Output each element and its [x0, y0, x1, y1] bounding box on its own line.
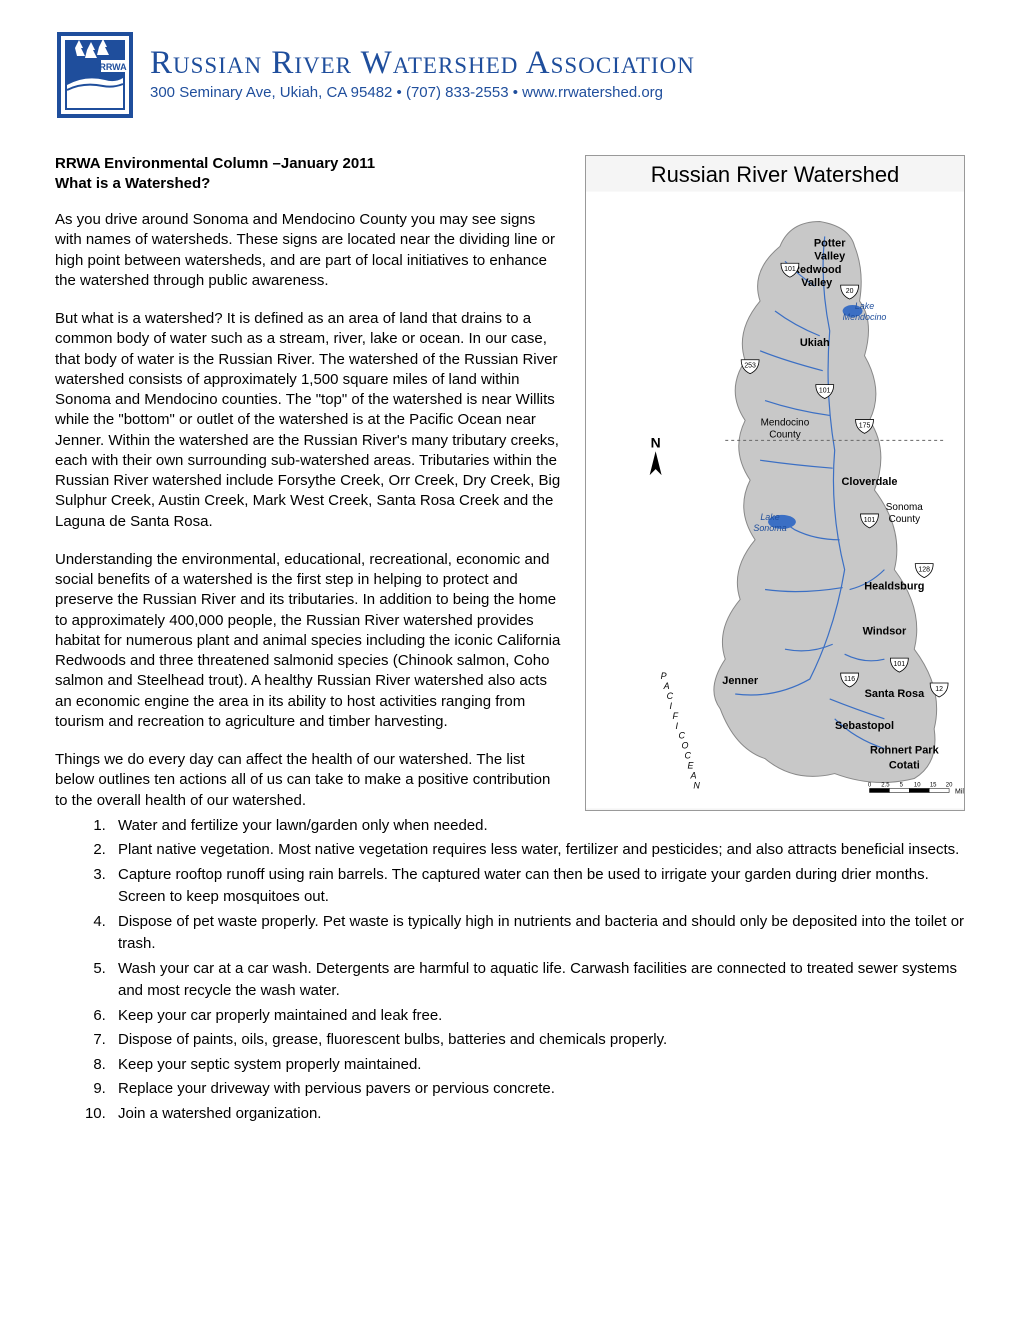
- svg-text:12: 12: [935, 686, 943, 693]
- svg-text:101: 101: [784, 266, 796, 273]
- map-label: Mendocino: [761, 417, 810, 428]
- svg-text:175: 175: [859, 422, 871, 429]
- map-label: Mendocino: [843, 312, 887, 322]
- map-label: Valley: [814, 250, 846, 262]
- map-label: Valley: [801, 277, 833, 289]
- svg-text:C: C: [679, 731, 687, 741]
- svg-text:I: I: [676, 721, 680, 731]
- svg-text:F: F: [673, 711, 680, 721]
- action-item: Keep your car properly maintained and le…: [110, 1005, 965, 1028]
- svg-text:101: 101: [894, 661, 906, 668]
- header-text: Russian River Watershed Association 300 …: [150, 30, 695, 101]
- org-logo: RRWA: [55, 30, 135, 120]
- svg-text:A: A: [689, 771, 698, 781]
- map-label: Lake: [760, 512, 779, 522]
- map-label: Potter: [814, 237, 846, 249]
- map-label: Sonoma: [886, 502, 923, 513]
- map-label: Healdsburg: [864, 581, 924, 593]
- action-item: Water and fertilize your lawn/garden onl…: [110, 815, 965, 838]
- contact-line: 300 Seminary Ave, Ukiah, CA 95482 • (707…: [150, 84, 695, 101]
- map-label: Redwood: [792, 264, 841, 276]
- action-item: Dispose of pet waste properly. Pet waste…: [110, 911, 965, 956]
- map-label: Lake: [855, 301, 874, 311]
- map-label: County: [889, 514, 921, 525]
- action-item: Capture rooftop runoff using rain barrel…: [110, 864, 965, 909]
- map-label: Ukiah: [800, 337, 830, 349]
- map-label: Santa Rosa: [865, 688, 925, 700]
- svg-text:O: O: [681, 741, 690, 751]
- article-body: Russian River Watershed: [55, 155, 965, 1127]
- svg-text:Miles: Miles: [955, 788, 964, 795]
- svg-text:E: E: [687, 761, 695, 771]
- watershed-map: Russian River Watershed: [585, 155, 965, 811]
- svg-text:P: P: [661, 671, 669, 681]
- svg-text:I: I: [670, 701, 674, 711]
- map-label: Cotati: [889, 760, 920, 772]
- svg-text:RRWA: RRWA: [99, 62, 127, 72]
- svg-text:A: A: [663, 681, 672, 691]
- svg-text:253: 253: [744, 363, 756, 370]
- svg-text:128: 128: [918, 567, 930, 574]
- org-name: Russian River Watershed Association: [150, 45, 695, 82]
- header: RRWA Russian River Watershed Association…: [55, 30, 965, 120]
- map-label: Sebastopol: [835, 720, 894, 732]
- map-label: Cloverdale: [842, 476, 898, 488]
- map-label: Windsor: [863, 625, 907, 637]
- svg-text:20: 20: [846, 288, 854, 295]
- action-item: Join a watershed organization.: [110, 1103, 965, 1126]
- svg-text:116: 116: [844, 676, 855, 683]
- action-item: Wash your car at a car wash. Detergents …: [110, 958, 965, 1003]
- map-label: Jenner: [722, 675, 759, 687]
- action-item: Plant native vegetation. Most native veg…: [110, 839, 965, 862]
- action-item: Dispose of paints, oils, grease, fluores…: [110, 1029, 965, 1052]
- svg-text:10: 10: [914, 782, 921, 788]
- svg-text:N: N: [693, 780, 701, 790]
- action-list: Water and fertilize your lawn/garden onl…: [55, 815, 965, 1126]
- map-label: Sonoma: [753, 523, 786, 533]
- svg-text:101: 101: [819, 388, 831, 395]
- svg-text:15: 15: [930, 782, 937, 788]
- svg-text:101: 101: [864, 517, 876, 524]
- svg-text:2.5: 2.5: [881, 782, 890, 788]
- svg-text:C: C: [667, 691, 675, 701]
- map-label: County: [769, 429, 801, 440]
- map-title: Russian River Watershed: [586, 156, 964, 190]
- svg-text:20: 20: [946, 782, 953, 788]
- map-svg: N PACIFICOCEAN 02.55101520Miles PotterVa…: [586, 190, 964, 810]
- svg-text:C: C: [684, 751, 692, 761]
- action-item: Keep your septic system properly maintai…: [110, 1054, 965, 1077]
- svg-text:N: N: [651, 434, 661, 450]
- map-label: Rohnert Park: [870, 745, 940, 757]
- action-item: Replace your driveway with pervious pave…: [110, 1078, 965, 1101]
